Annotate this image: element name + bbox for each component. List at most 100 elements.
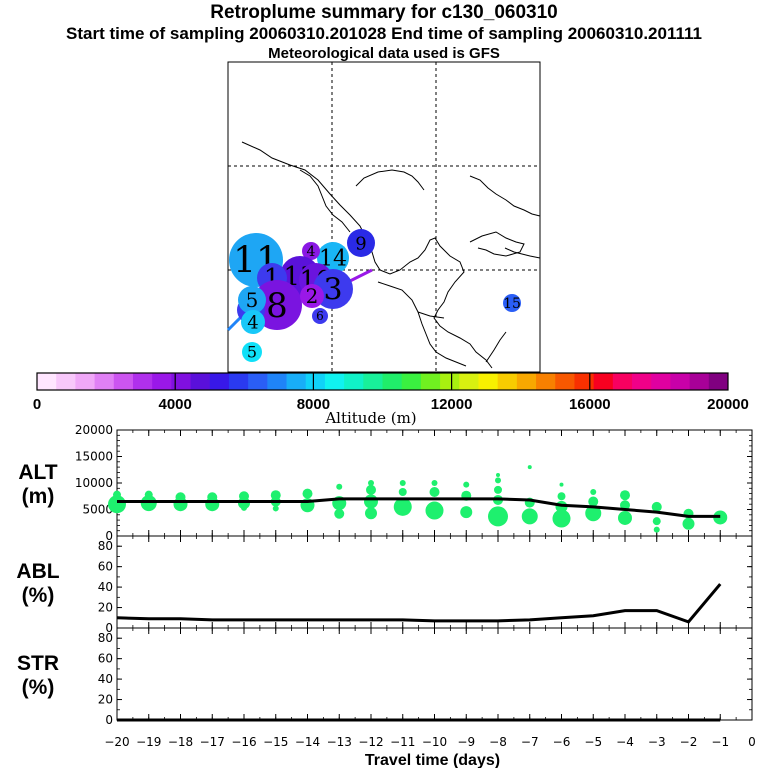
colorbar-cell — [37, 373, 57, 390]
altitude-dot — [620, 500, 630, 511]
colorbar-cell — [267, 373, 288, 390]
x-tick-label: −14 — [295, 735, 320, 749]
x-tick-label: −19 — [136, 735, 161, 749]
panel-frame — [116, 627, 753, 721]
y-tick-label: 60 — [98, 652, 113, 666]
colorbar-cell — [286, 373, 307, 390]
x-tick-label: −4 — [616, 735, 634, 749]
altitude-dot — [496, 473, 500, 478]
colorbar-cell — [75, 373, 96, 390]
colorbar-cell — [497, 373, 518, 390]
colorbar-cell — [478, 373, 499, 390]
altitude-dot — [618, 510, 632, 525]
y-tick-label: 80 — [98, 631, 113, 645]
colorbar-cell — [536, 373, 556, 390]
colorbar-cell — [305, 373, 326, 390]
panel-label: (%) — [22, 584, 55, 607]
panel-label: STR — [17, 652, 59, 675]
altitude-dot — [682, 517, 695, 530]
altitude-dot — [270, 490, 281, 501]
colorbar-tick-label: 4000 — [159, 396, 192, 413]
panel-label: (%) — [22, 676, 55, 699]
plume-marker-circle — [347, 229, 375, 257]
plume-marker-circle — [312, 308, 328, 324]
altitude-dot — [488, 506, 508, 527]
sampling-time-subtitle: Start time of sampling 20060310.201028 E… — [66, 24, 702, 43]
colorbar-cell — [248, 373, 268, 390]
plume-marker-circle — [300, 284, 324, 308]
plume-marker-circle — [503, 294, 521, 312]
altitude-dot — [272, 505, 279, 512]
altitude-dot — [140, 495, 157, 512]
plume-marker: 2 — [300, 284, 324, 308]
colorbar-cell — [708, 373, 729, 390]
plume-marker-circle — [252, 280, 302, 330]
y-tick-label: 40 — [98, 580, 113, 594]
altitude-dot — [463, 481, 470, 488]
plume-marker-label: 2 — [306, 284, 319, 308]
x-tick-label: −16 — [231, 735, 256, 749]
y-tick-label: 5000 — [82, 503, 113, 517]
y-tick-label: 0 — [105, 529, 113, 543]
colorbar-cell — [612, 373, 633, 390]
altitude-dot — [620, 490, 630, 501]
plume-marker: 5 — [242, 342, 262, 362]
altitude-dot — [113, 490, 121, 499]
altitude-dot — [334, 508, 345, 519]
altitude-dot — [398, 488, 407, 497]
altitude-dot — [399, 480, 406, 486]
colorbar-cell — [152, 373, 172, 390]
altitude-dot — [239, 491, 249, 502]
panel-label: (m) — [22, 485, 55, 508]
panel-alt: ALT(m) 0 5000 10000 15000 20000 — [18, 423, 753, 543]
altitude-dot — [144, 490, 153, 499]
y-tick-label: 15000 — [75, 450, 113, 464]
plume-marker-label: 6 — [316, 309, 324, 323]
altitude-dot — [241, 504, 247, 511]
altitude-colorbar: 0 4000 8000 12000 16000 20000 Altitude (m) — [33, 372, 749, 427]
x-tick-label: −12 — [358, 735, 383, 749]
plume-marker: 9 — [347, 229, 375, 257]
colorbar-cell — [670, 373, 691, 390]
altitude-dot — [207, 492, 218, 503]
altitude-dot — [557, 492, 566, 501]
plume-marker-circle — [242, 342, 262, 362]
colorbar-cell — [209, 373, 230, 390]
plume-marker-circle — [241, 310, 265, 334]
altitude-dot — [336, 483, 343, 490]
colorbar-cell — [516, 373, 537, 390]
y-tick-label: 0 — [105, 713, 113, 727]
x-tick-label: −20 — [104, 735, 129, 749]
colorbar-cell — [459, 373, 479, 390]
x-tick-label: −9 — [457, 735, 475, 749]
x-tick-label: −3 — [648, 735, 666, 749]
y-tick-label: 20 — [98, 693, 113, 707]
plume-marker-label: 15 — [503, 296, 521, 312]
x-tick-label: −8 — [489, 735, 507, 749]
plume-marker: 5 — [238, 286, 266, 314]
altitude-dot — [552, 509, 571, 528]
panel-abl: ABL(%) 0 20 40 60 80 — [16, 535, 753, 635]
colorbar-cell — [113, 373, 134, 390]
plume-marker: 4 — [241, 310, 265, 334]
colorbar-label: Altitude (m) — [324, 409, 416, 427]
colorbar-cell — [420, 373, 441, 390]
y-tick-label: 60 — [98, 560, 113, 574]
altitude-dot — [652, 517, 661, 526]
colorbar-tick-label: 12000 — [431, 396, 473, 413]
altitude-dot — [175, 492, 186, 503]
colorbar-cell — [593, 373, 614, 390]
colorbar-cell — [574, 373, 595, 390]
series-line-abl — [116, 583, 722, 624]
x-tick-label: −13 — [327, 735, 352, 749]
x-tick-label: −1 — [711, 735, 729, 749]
altitude-dot — [494, 485, 502, 494]
colorbar-cell — [651, 373, 671, 390]
x-tick-label: −18 — [168, 735, 193, 749]
altitude-dot — [365, 507, 377, 520]
colorbar-cell — [632, 373, 652, 390]
colorbar-cell — [56, 373, 76, 390]
altitude-dot — [302, 488, 313, 499]
